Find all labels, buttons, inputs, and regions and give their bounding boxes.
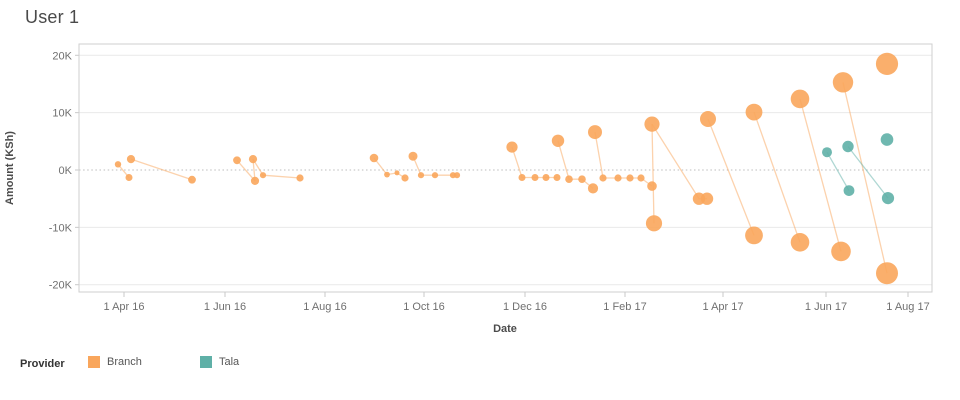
- data-point-tala[interactable]: [822, 147, 832, 158]
- data-point-branch[interactable]: [542, 174, 550, 181]
- data-point-branch[interactable]: [645, 215, 663, 232]
- branch-swatch: [88, 356, 100, 368]
- data-point-branch[interactable]: [296, 174, 304, 182]
- data-point-branch[interactable]: [401, 174, 409, 182]
- data-point-branch[interactable]: [126, 155, 136, 164]
- data-point-branch[interactable]: [259, 172, 267, 179]
- x-axis-title: Date: [493, 323, 517, 335]
- data-point-branch[interactable]: [384, 171, 390, 178]
- legend-label-tala: Tala: [219, 356, 240, 368]
- connector-line-branch: [651, 123, 707, 200]
- data-point-branch[interactable]: [114, 161, 122, 168]
- connector-line-branch: [130, 158, 193, 181]
- y-tick-label: 0K: [59, 165, 73, 177]
- chart-svg: 20K 10K 0K -10K -20K 1 Apr 16 1 Jun 16 1 Aug 16…: [49, 43, 933, 313]
- data-point-branch[interactable]: [578, 175, 586, 183]
- data-point-branch[interactable]: [431, 172, 439, 179]
- data-point-tala[interactable]: [880, 133, 894, 146]
- data-point-branch[interactable]: [637, 174, 645, 182]
- data-point-branch[interactable]: [745, 103, 763, 121]
- x-tick-label: 1 Aug 17: [886, 301, 929, 313]
- data-point-branch[interactable]: [745, 226, 763, 245]
- data-point-branch[interactable]: [248, 155, 258, 164]
- data-point-branch[interactable]: [790, 89, 810, 109]
- data-point-branch[interactable]: [250, 176, 260, 185]
- data-point-branch[interactable]: [565, 175, 573, 183]
- x-tick-label: 1 Feb 17: [603, 301, 646, 313]
- x-tick-label: 1 Oct 16: [403, 301, 445, 313]
- data-point-branch[interactable]: [644, 116, 660, 132]
- y-tick-label: 20K: [52, 50, 72, 62]
- x-tick-label: 1 Aug 16: [303, 301, 346, 313]
- connector-line-branch: [236, 159, 256, 182]
- data-point-branch[interactable]: [790, 233, 810, 252]
- plot-border: [78, 43, 933, 293]
- data-point-branch[interactable]: [531, 174, 539, 181]
- legend-item-tala[interactable]: Tala: [200, 356, 239, 368]
- connector-line-branch: [799, 98, 842, 252]
- data-point-branch[interactable]: [588, 125, 602, 140]
- data-point-branch[interactable]: [233, 156, 241, 165]
- data-point-branch[interactable]: [553, 174, 561, 181]
- connector-line-tala: [847, 146, 889, 199]
- plot-area: 20K 10K 0K -10K -20K 1 Apr 16 1 Jun 16 1 Aug 16…: [4, 43, 933, 335]
- data-point-branch[interactable]: [875, 52, 899, 75]
- y-tick-label: -10K: [49, 222, 73, 234]
- data-point-tala[interactable]: [843, 185, 855, 197]
- data-point-branch[interactable]: [417, 172, 425, 179]
- legend: Provider Branch Tala: [0, 352, 960, 382]
- connector-line-branch: [753, 111, 801, 243]
- connector-line-branch: [651, 124, 655, 224]
- data-point-branch[interactable]: [408, 151, 418, 161]
- data-point-branch[interactable]: [599, 174, 607, 182]
- legend-item-branch[interactable]: Branch: [88, 356, 142, 368]
- data-point-branch[interactable]: [831, 241, 851, 262]
- x-tick-label: 1 Apr 17: [703, 301, 744, 313]
- data-point-branch[interactable]: [832, 72, 854, 93]
- data-point-tala[interactable]: [842, 140, 854, 153]
- data-point-branch[interactable]: [551, 134, 565, 147]
- x-tick-label: 1 Jun 16: [204, 301, 246, 313]
- connector-line-branch: [511, 146, 557, 179]
- y-axis-title: Amount (KSh): [4, 131, 16, 205]
- data-point-branch[interactable]: [876, 262, 898, 285]
- data-point-branch[interactable]: [453, 172, 461, 179]
- x-tick-label: 1 Jun 17: [805, 301, 847, 313]
- data-point-tala[interactable]: [881, 192, 895, 205]
- data-point-branch[interactable]: [518, 174, 526, 181]
- connector-line-branch: [557, 140, 594, 189]
- tala-swatch: [200, 356, 212, 368]
- data-point-branch[interactable]: [647, 181, 657, 191]
- y-tick-label: 10K: [52, 108, 72, 120]
- legend-title: Provider: [20, 358, 65, 370]
- connector-line-branch: [707, 118, 755, 236]
- x-tick-label: 1 Apr 16: [104, 301, 145, 313]
- data-point-branch[interactable]: [188, 175, 196, 184]
- data-point-branch[interactable]: [125, 174, 133, 181]
- data-point-branch[interactable]: [587, 183, 599, 194]
- x-tick-label: 1 Dec 16: [503, 301, 547, 313]
- connector-line-tala: [826, 151, 850, 191]
- chart-title: User 1: [25, 7, 80, 27]
- data-point-branch[interactable]: [626, 174, 634, 182]
- legend-label-branch: Branch: [107, 356, 142, 368]
- connector-line-branch: [842, 82, 888, 274]
- data-point-branch[interactable]: [700, 192, 714, 205]
- connector-line-branch: [373, 157, 406, 179]
- data-point-branch[interactable]: [394, 170, 400, 176]
- data-point-branch[interactable]: [614, 174, 622, 182]
- data-point-branch[interactable]: [506, 141, 518, 153]
- y-tick-label: -20K: [49, 280, 73, 292]
- data-point-branch[interactable]: [700, 111, 716, 127]
- data-point-branch[interactable]: [369, 153, 379, 163]
